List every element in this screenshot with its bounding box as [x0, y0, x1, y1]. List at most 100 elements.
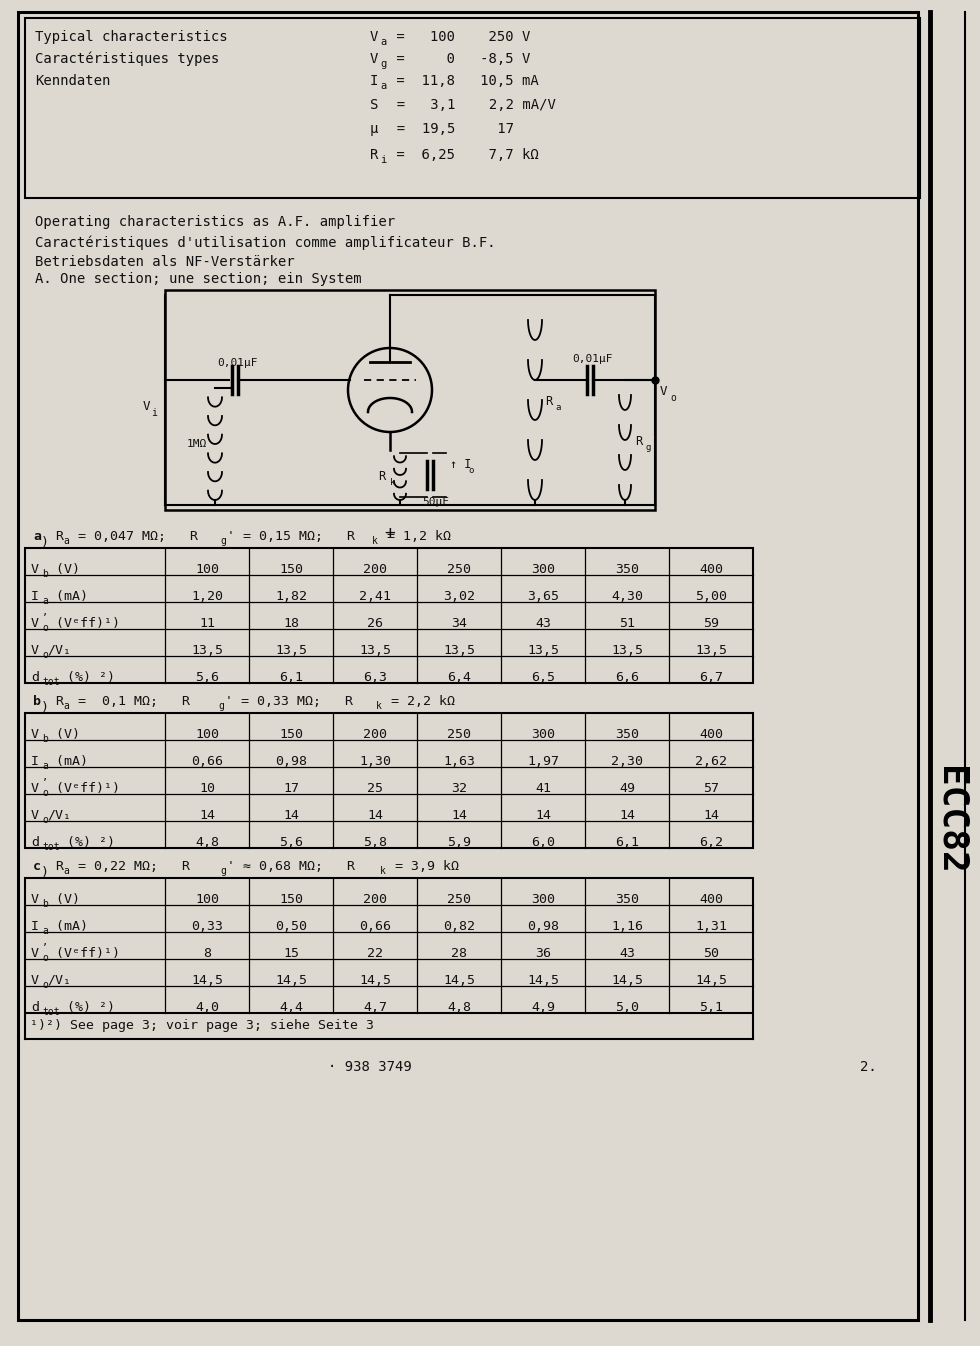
Text: 10: 10 — [199, 782, 215, 795]
Text: =     0   -8,5 V: = 0 -8,5 V — [388, 52, 530, 66]
Text: /V₁: /V₁ — [47, 809, 72, 822]
Bar — [165, 289, 655, 510]
Text: 6,2: 6,2 — [699, 836, 723, 849]
Text: ’: ’ — [42, 942, 48, 953]
Text: A. One section; une section; ein System: A. One section; une section; ein System — [35, 272, 362, 285]
Text: (V): (V) — [47, 728, 79, 740]
Text: 1,31: 1,31 — [695, 919, 727, 933]
Text: a: a — [33, 530, 41, 542]
Text: 13,5: 13,5 — [275, 643, 307, 657]
Text: ' = 0,15 MΩ;   R: ' = 0,15 MΩ; R — [227, 530, 355, 542]
Text: I: I — [31, 755, 39, 767]
Text: 1,63: 1,63 — [443, 755, 475, 767]
Text: Caractéristiques d'utilisation comme amplificateur B.F.: Caractéristiques d'utilisation comme amp… — [35, 236, 496, 249]
Text: 36: 36 — [535, 946, 551, 960]
Text: 14: 14 — [619, 809, 635, 822]
Text: 0,98: 0,98 — [275, 755, 307, 767]
Text: 350: 350 — [615, 728, 639, 740]
Bar — [25, 17, 920, 198]
Text: (V): (V) — [47, 892, 79, 906]
Text: Typical characteristics: Typical characteristics — [35, 30, 227, 44]
Text: b: b — [42, 734, 48, 744]
Text: (mA): (mA) — [47, 755, 87, 767]
Bar — [25, 1015, 753, 1039]
Text: 14,5: 14,5 — [611, 975, 643, 987]
Text: 11: 11 — [199, 616, 215, 630]
Text: V: V — [31, 563, 39, 576]
Text: 43: 43 — [619, 946, 635, 960]
Text: /V₁: /V₁ — [47, 643, 72, 657]
Text: · 938 3749: · 938 3749 — [328, 1061, 412, 1074]
Text: 250: 250 — [447, 892, 471, 906]
Text: =  6,25    7,7 kΩ: = 6,25 7,7 kΩ — [388, 148, 539, 162]
Text: 43: 43 — [535, 616, 551, 630]
Text: (mA): (mA) — [47, 590, 87, 603]
Text: 1,97: 1,97 — [527, 755, 559, 767]
Text: ’: ’ — [42, 612, 48, 623]
Text: 0,33: 0,33 — [191, 919, 223, 933]
Text: Betriebsdaten als NF-Verstärker: Betriebsdaten als NF-Verstärker — [35, 254, 295, 269]
Text: 51: 51 — [619, 616, 635, 630]
Text: /V₁: /V₁ — [47, 975, 72, 987]
Text: 5,6: 5,6 — [195, 670, 219, 684]
Text: R: R — [545, 394, 552, 408]
Text: I: I — [31, 919, 39, 933]
Text: 17: 17 — [283, 782, 299, 795]
Text: g: g — [380, 59, 386, 69]
Text: 8: 8 — [203, 946, 211, 960]
Text: 4,4: 4,4 — [279, 1001, 303, 1014]
Text: 400: 400 — [699, 563, 723, 576]
Text: μ: μ — [370, 122, 378, 136]
Text: 150: 150 — [279, 892, 303, 906]
Text: V: V — [370, 52, 378, 66]
Text: o: o — [670, 393, 676, 402]
Text: 0,98: 0,98 — [527, 919, 559, 933]
Text: 13,5: 13,5 — [695, 643, 727, 657]
Text: 22: 22 — [367, 946, 383, 960]
Text: 400: 400 — [699, 728, 723, 740]
Text: R: R — [48, 695, 64, 708]
Text: +: + — [384, 524, 396, 542]
Text: =  19,5     17: = 19,5 17 — [380, 122, 514, 136]
Text: 0,82: 0,82 — [443, 919, 475, 933]
Text: 5,9: 5,9 — [447, 836, 471, 849]
Text: 14: 14 — [535, 809, 551, 822]
Text: a: a — [42, 596, 48, 606]
Text: ' ≈ 0,68 MΩ;   R: ' ≈ 0,68 MΩ; R — [227, 860, 355, 874]
Text: k: k — [376, 701, 382, 711]
Text: 13,5: 13,5 — [611, 643, 643, 657]
Text: d: d — [31, 670, 39, 684]
Text: 150: 150 — [279, 728, 303, 740]
Text: 0,66: 0,66 — [359, 919, 391, 933]
Text: I: I — [370, 74, 378, 87]
Text: R: R — [48, 860, 64, 874]
Text: (%) ²): (%) ²) — [59, 1001, 115, 1014]
Text: R: R — [370, 148, 378, 162]
Text: 13,5: 13,5 — [443, 643, 475, 657]
Text: o: o — [42, 980, 48, 989]
Text: Operating characteristics as A.F. amplifier: Operating characteristics as A.F. amplif… — [35, 215, 395, 229]
Text: 18: 18 — [283, 616, 299, 630]
Text: 2,62: 2,62 — [695, 755, 727, 767]
Text: a: a — [63, 701, 69, 711]
Text: = 1,2 kΩ: = 1,2 kΩ — [379, 530, 451, 542]
Text: ): ) — [41, 865, 49, 879]
Text: a: a — [380, 81, 386, 92]
Text: = 0,22 MΩ;   R: = 0,22 MΩ; R — [70, 860, 190, 874]
Text: (mA): (mA) — [47, 919, 87, 933]
Text: ↑ I: ↑ I — [450, 458, 471, 471]
Text: 3,02: 3,02 — [443, 590, 475, 603]
Text: ): ) — [41, 536, 49, 549]
Text: a: a — [42, 760, 48, 771]
Text: o: o — [42, 623, 48, 633]
Text: 100: 100 — [195, 563, 219, 576]
Text: 6,6: 6,6 — [615, 670, 639, 684]
Text: 200: 200 — [363, 892, 387, 906]
Text: Caractéristiques types: Caractéristiques types — [35, 52, 220, 66]
Text: ECC82: ECC82 — [933, 766, 967, 875]
Text: 150: 150 — [279, 563, 303, 576]
Text: 32: 32 — [451, 782, 467, 795]
Text: 4,30: 4,30 — [611, 590, 643, 603]
Text: V: V — [31, 728, 39, 740]
Text: 100: 100 — [195, 728, 219, 740]
